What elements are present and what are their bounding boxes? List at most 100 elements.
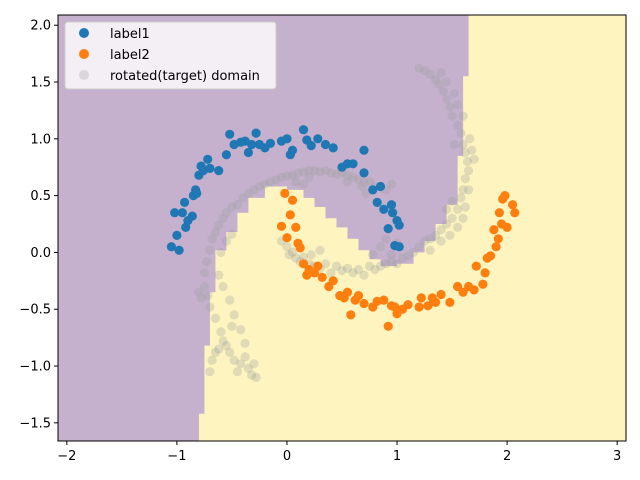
label2-point (383, 321, 393, 331)
label2-point (298, 259, 309, 269)
x-tick-label: −1 (167, 449, 186, 464)
label1-point (359, 145, 369, 155)
target-point (381, 234, 391, 244)
target-point (453, 100, 463, 110)
label1-point (372, 197, 382, 207)
target-point (386, 250, 397, 260)
target-point (243, 188, 253, 198)
label2-point (507, 200, 518, 210)
target-point (458, 111, 468, 121)
target-point (251, 372, 261, 382)
target-point (210, 313, 220, 323)
target-point (276, 172, 287, 182)
y-tick-label: −1.5 (19, 416, 51, 431)
y-axis: −1.5 −1.0 −0.5 0.0 0.5 1.0 1.5 2.0 (19, 19, 58, 431)
target-point (353, 175, 364, 185)
target-point (240, 338, 250, 348)
label1-point (170, 208, 180, 218)
label1-point (243, 147, 253, 158)
target-point (434, 79, 444, 89)
target-point (210, 347, 220, 357)
label1-point (172, 230, 182, 240)
target-point (414, 63, 424, 73)
target-point (254, 181, 264, 192)
target-point (442, 77, 452, 87)
label2-point (317, 272, 327, 282)
target-point (298, 252, 309, 262)
target-point (247, 370, 257, 380)
label2-point (379, 295, 389, 305)
y-tick-label: −1.0 (19, 360, 51, 375)
legend-label-label2: label2 (110, 48, 150, 63)
target-point (240, 352, 250, 362)
label1-point (251, 128, 261, 138)
label1-point (177, 208, 187, 218)
target-point (436, 68, 446, 78)
target-point (205, 302, 215, 312)
label2-point (431, 297, 441, 307)
label2-point (342, 287, 353, 297)
target-point (368, 250, 378, 260)
target-point (375, 242, 386, 252)
target-point (236, 325, 246, 335)
target-domain-points (194, 63, 479, 382)
target-point (456, 193, 466, 203)
target-point (282, 171, 292, 181)
target-point (249, 185, 259, 195)
target-point (218, 281, 228, 292)
target-point (194, 287, 204, 297)
label2-point (445, 297, 455, 307)
label2-point (309, 268, 320, 278)
target-point (207, 234, 217, 244)
label1-point (306, 141, 316, 151)
label1-point (265, 138, 275, 148)
target-point (436, 225, 446, 235)
label1-point (386, 200, 397, 210)
label2-point (458, 287, 468, 297)
label1-point (180, 197, 190, 207)
label2-point (494, 208, 504, 218)
target-point (414, 242, 424, 252)
target-point (445, 230, 455, 240)
legend-marker-label2 (79, 49, 89, 59)
x-tick-label: −2 (57, 449, 76, 464)
target-point (214, 220, 224, 230)
target-point (462, 156, 473, 167)
y-tick-label: 0.0 (30, 246, 51, 261)
target-point (306, 250, 316, 260)
target-point (214, 344, 224, 354)
target-point (260, 179, 270, 189)
target-point (218, 336, 228, 346)
target-point (271, 175, 281, 185)
target-point (304, 172, 314, 182)
target-point (309, 166, 320, 176)
label1-point (298, 125, 309, 135)
label2-point (346, 310, 356, 320)
y-tick-label: 0.5 (30, 189, 51, 204)
target-point (304, 166, 314, 176)
label2-point (500, 191, 510, 201)
target-point (205, 367, 215, 377)
target-point (375, 261, 386, 271)
target-point (205, 245, 215, 255)
target-point (425, 69, 435, 79)
target-point (287, 170, 298, 180)
target-point (199, 268, 209, 278)
legend-marker-target (79, 70, 89, 80)
target-point (225, 295, 235, 305)
target-point (249, 359, 259, 369)
target-point (342, 263, 353, 273)
label2-point (436, 289, 446, 300)
target-point (425, 234, 435, 244)
target-point (447, 196, 457, 206)
y-tick-label: 1.0 (30, 132, 51, 147)
target-point (420, 236, 430, 246)
target-point (403, 251, 413, 261)
label1-point (394, 242, 404, 252)
label2-point (287, 195, 298, 205)
x-tick-label: 0 (283, 449, 291, 464)
x-tick-label: 1 (393, 449, 401, 464)
target-point (225, 347, 235, 357)
target-point (287, 247, 298, 257)
